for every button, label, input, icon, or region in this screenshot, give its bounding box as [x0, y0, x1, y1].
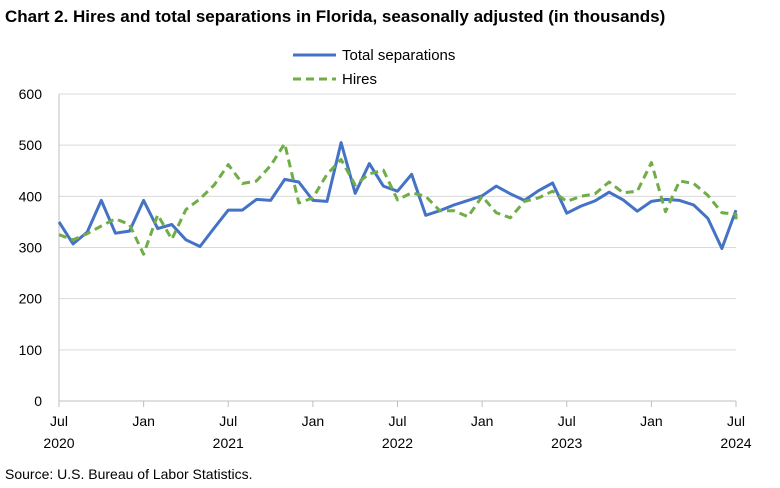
- x-tick-label-month: Jul: [50, 413, 68, 429]
- legend-label: Total separations: [342, 47, 455, 64]
- y-tick-label: 500: [19, 137, 43, 153]
- y-axis-tick-labels: 0 100 200 300 400 500 600: [19, 86, 43, 409]
- x-tick-label-month: Jul: [727, 413, 745, 429]
- x-tick-label-month: Jan: [302, 413, 325, 429]
- legend: Total separations Hires: [293, 47, 455, 88]
- x-tick-label-year: 2021: [213, 435, 244, 451]
- y-tick-label: 100: [19, 342, 43, 358]
- x-tick-label-year: 2020: [43, 435, 74, 451]
- gridlines: [59, 93, 736, 351]
- y-tick-label: 200: [19, 291, 43, 307]
- y-tick-label: 400: [19, 188, 43, 204]
- series-line-total-separations: [57, 141, 738, 250]
- x-tick-label-month: Jul: [558, 413, 576, 429]
- x-tick-label-year: 2024: [720, 435, 751, 451]
- x-axis-tick-labels: Jul 2020 Jan Jul 2021 Jan Jul 2022 Jan Jul 2023 Jan…: [43, 413, 751, 451]
- x-tick-label-month: Jan: [132, 413, 155, 429]
- series-line-hires: [58, 142, 738, 256]
- x-tick-label-month: Jan: [471, 413, 494, 429]
- series-lines: [57, 141, 738, 256]
- x-tick-label-year: 2023: [551, 435, 582, 451]
- legend-label: Hires: [342, 71, 377, 88]
- y-tick-label: 300: [19, 240, 43, 256]
- source-note: Source: U.S. Bureau of Labor Statistics.: [5, 466, 253, 482]
- chart-title: Chart 2. Hires and total separations in …: [5, 7, 666, 26]
- x-tick-label-month: Jul: [219, 413, 237, 429]
- y-tick-label: 0: [34, 393, 42, 409]
- y-tick-label: 600: [19, 86, 43, 102]
- axes: [58, 94, 737, 407]
- x-tick-label-year: 2022: [382, 435, 413, 451]
- x-tick-label-month: Jan: [640, 413, 663, 429]
- x-tick-label-month: Jul: [389, 413, 407, 429]
